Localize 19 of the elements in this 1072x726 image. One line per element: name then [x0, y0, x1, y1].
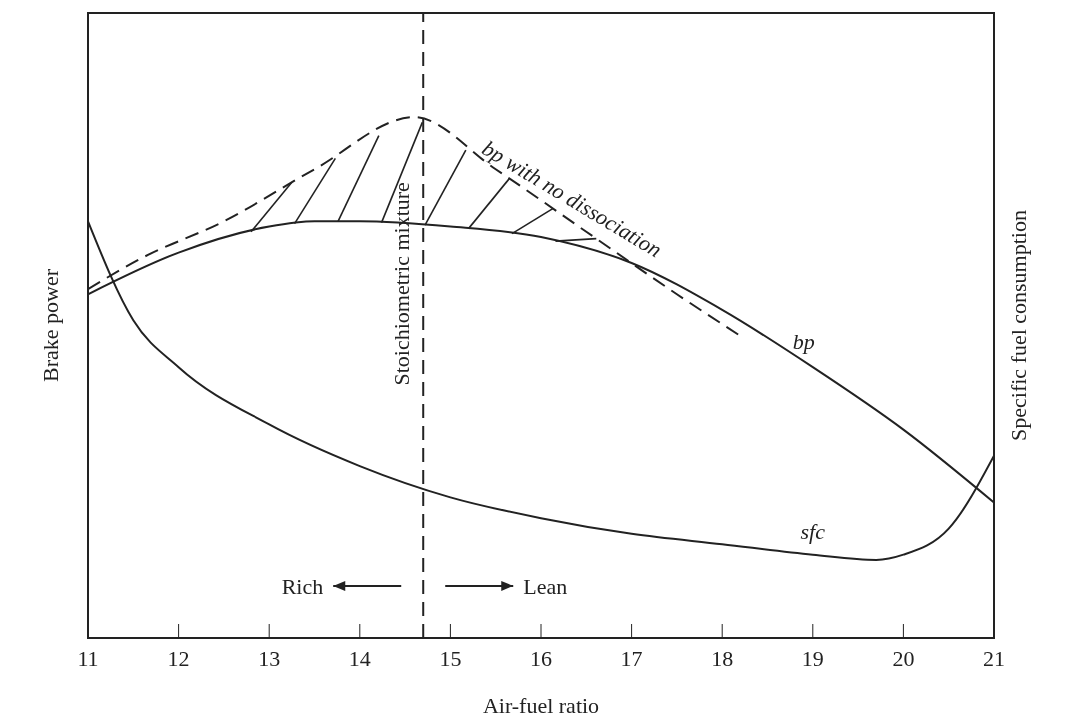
y2-axis-title: Specific fuel consumption — [1006, 210, 1031, 441]
x-tick-label: 13 — [258, 645, 281, 671]
annotation: Lean — [523, 573, 568, 599]
series-label: sfc — [800, 518, 826, 544]
x-tick-label: 20 — [892, 645, 915, 671]
x-tick-label: 19 — [801, 645, 824, 671]
x-tick-label: 17 — [620, 645, 643, 671]
series-label: bp — [792, 329, 815, 355]
annotation: Rich — [281, 573, 324, 599]
x-tick-label: 11 — [77, 645, 99, 671]
x-tick-label: 12 — [167, 645, 190, 671]
y-axis-title: Brake power — [38, 268, 63, 383]
x-axis-title: Air-fuel ratio — [482, 693, 600, 718]
x-tick-label: 15 — [439, 645, 462, 671]
ref-line-label: Stoichiometric mixture — [389, 182, 415, 386]
x-tick-label: 21 — [983, 645, 1005, 671]
x-tick-label: 14 — [348, 645, 371, 671]
x-tick-label: 16 — [530, 645, 552, 671]
x-tick-label: 18 — [711, 645, 734, 671]
